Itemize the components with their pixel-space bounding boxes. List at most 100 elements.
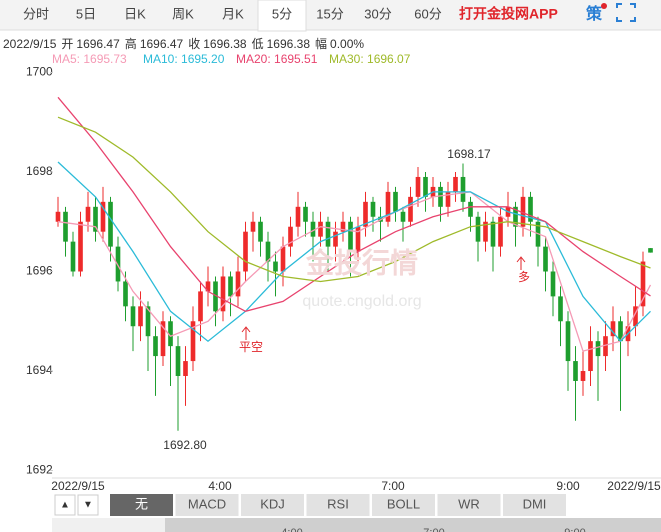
quote-date: 2022/9/15 — [3, 37, 57, 51]
candle-body — [460, 176, 466, 202]
indicator-tab-label[interactable]: 无 — [135, 496, 148, 511]
fullscreen-icon[interactable] — [616, 3, 636, 22]
candle-body — [78, 221, 83, 272]
candle-body — [528, 196, 533, 222]
tab[interactable]: 5日 — [76, 6, 96, 21]
candle-body — [513, 206, 518, 227]
signal-label: 平空 — [239, 340, 263, 354]
notify-dot — [601, 3, 607, 9]
app-link[interactable]: 打开金投网APP — [459, 6, 558, 22]
tab[interactable]: 月K — [222, 6, 244, 21]
indicator-tab[interactable] — [437, 494, 501, 516]
navigator-label: 7:00 — [423, 527, 444, 532]
indicator-tab-label[interactable]: KDJ — [260, 496, 285, 511]
candle-body — [205, 281, 211, 292]
candle-body — [543, 246, 548, 272]
candle-body — [183, 361, 188, 376]
candle-body — [213, 281, 218, 312]
quote-value: 1696.38 — [267, 37, 311, 51]
signal-label: 多 — [518, 270, 530, 284]
indicator-tab[interactable] — [372, 494, 435, 516]
candle-body — [588, 341, 593, 372]
watermark-url: quote.cngold.org — [302, 293, 421, 310]
ma-line — [57, 96, 651, 312]
tab[interactable]: 15分 — [316, 6, 343, 21]
candle-body — [520, 196, 526, 227]
candle-body — [333, 231, 338, 247]
indicator-tab-label[interactable]: MACD — [188, 496, 226, 511]
indicator-tab-label[interactable]: BOLL — [387, 496, 420, 511]
nav-button[interactable] — [54, 494, 76, 516]
candle-body — [385, 191, 391, 222]
candle-body — [175, 346, 181, 376]
candle-body — [130, 306, 136, 327]
candle-body — [468, 201, 473, 217]
indicator-tab[interactable] — [175, 494, 239, 516]
nav-button[interactable] — [77, 494, 99, 516]
tab-bar — [0, 0, 661, 30]
nav-button-label[interactable]: ▲ — [60, 500, 70, 511]
ma-line — [57, 161, 651, 343]
quote-label: 高 — [125, 36, 137, 51]
indicator-tab[interactable] — [241, 494, 304, 516]
candle-body — [235, 271, 241, 297]
x-tick-label: 2022/9/15 — [607, 479, 661, 493]
y-tick-label: 1692 — [26, 463, 53, 477]
quote-value: 0.00% — [330, 37, 364, 51]
indicator-bar: ▲ ▼ 无 MACD KDJ RSI BOLL WR DMI — [54, 494, 566, 516]
y-tick-label: 1696 — [26, 264, 53, 278]
quote-label: 收 — [188, 37, 200, 51]
navigator-window[interactable] — [165, 518, 661, 532]
indicator-tab[interactable] — [110, 494, 173, 516]
y-tick-label: 1698 — [26, 164, 53, 178]
candle-body — [633, 306, 638, 327]
candle-body — [138, 306, 143, 327]
quote-value: 1696.47 — [140, 37, 184, 51]
quote-label: 幅 — [315, 36, 327, 51]
candle-body — [85, 206, 91, 222]
candle-body — [348, 221, 353, 252]
candle-body — [318, 221, 323, 237]
candle-body — [475, 216, 481, 242]
indicator-tab-label[interactable]: RSI — [327, 496, 349, 511]
candle-body — [423, 176, 428, 197]
candle-body — [295, 206, 301, 227]
candle-body — [400, 211, 406, 222]
candle-body — [145, 306, 151, 337]
indicator-tab-label[interactable]: DMI — [523, 496, 547, 511]
tab[interactable]: 60分 — [414, 6, 441, 21]
nav-button-label[interactable]: ▼ — [83, 500, 93, 511]
tab[interactable]: 周K — [172, 6, 194, 21]
candle-body — [490, 221, 496, 247]
indicator-tab[interactable] — [503, 494, 566, 516]
indicator-tab-label[interactable]: WR — [458, 496, 480, 511]
quote-value: 1696.38 — [203, 37, 247, 51]
tab[interactable]: 日K — [124, 6, 146, 21]
y-tick-label: 1694 — [26, 363, 53, 377]
indicator-tab[interactable] — [306, 494, 370, 516]
ma-line — [57, 116, 651, 283]
strategy-icon[interactable]: 策 — [585, 4, 603, 23]
high-annotation: 1698.17 — [447, 147, 491, 161]
tab[interactable]: 30分 — [364, 6, 391, 21]
candle-body — [220, 276, 226, 312]
candle-body — [618, 321, 623, 342]
candle-body — [595, 341, 601, 357]
candle-body — [550, 271, 556, 297]
candle-body — [565, 321, 571, 362]
tab[interactable]: 5分 — [272, 6, 292, 21]
candle-body — [453, 176, 458, 192]
quote-label: 低 — [252, 37, 264, 51]
legend-entry: MA5: 1695.73 — [52, 52, 127, 66]
navigator-labels: 4:00 7:00 9:00 — [281, 527, 585, 532]
candle-body — [63, 211, 68, 242]
tab[interactable]: 分时 — [23, 6, 49, 21]
candle-body — [55, 211, 61, 222]
candle-body — [168, 321, 173, 347]
candle-body — [325, 221, 331, 247]
y-tick-label: 1700 — [26, 65, 53, 79]
candle-body — [573, 361, 578, 381]
quote-value: 1696.47 — [76, 37, 120, 51]
candle-body — [370, 201, 376, 217]
navigator-label: 4:00 — [281, 527, 302, 532]
